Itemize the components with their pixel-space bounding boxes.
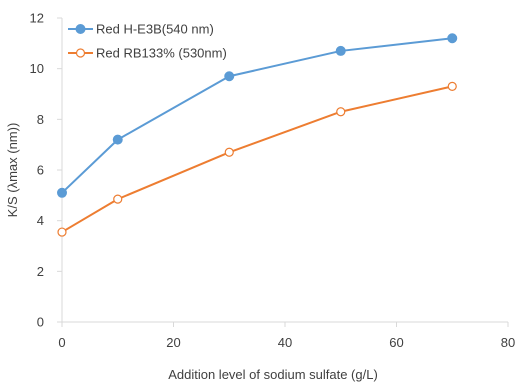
- legend-label-series-1: Red H-E3B(540 nm): [96, 22, 214, 37]
- y-tick-label: 4: [37, 213, 44, 228]
- y-tick-label: 12: [30, 11, 44, 26]
- legend-item-series-1: Red H-E3B(540 nm): [68, 22, 214, 37]
- series-2-line: [61, 85, 453, 233]
- series-1-point: [335, 45, 346, 56]
- series-1-point: [112, 134, 123, 145]
- x-axis-ticks: 0 20 40 60 80: [58, 322, 515, 350]
- series-1-point: [57, 187, 67, 198]
- series-2: [57, 81, 457, 237]
- y-axis-ticks: 0 2 4 6 8 10 12: [30, 11, 62, 330]
- series-1-point: [224, 71, 235, 82]
- y-tick-label: 0: [37, 315, 44, 330]
- legend-marker-series-1: [75, 24, 86, 34]
- series-layer: [57, 33, 458, 237]
- x-tick-label: 0: [58, 335, 65, 350]
- x-tick-label: 20: [166, 335, 180, 350]
- x-tick-label: 40: [278, 335, 292, 350]
- series-2-point: [447, 81, 457, 92]
- y-tick-label: 2: [37, 264, 44, 279]
- plot-area: 0 2 4 6 8 10 12 0 20 40 60 80: [30, 11, 516, 351]
- y-tick-label: 6: [37, 163, 44, 178]
- series-1-point: [447, 33, 458, 44]
- y-tick-label: 8: [37, 112, 44, 127]
- series-1-line: [61, 37, 453, 194]
- x-tick-label: 60: [389, 335, 403, 350]
- series-2-point: [224, 147, 234, 157]
- legend-item-series-2: Red RB133% (530nm): [68, 46, 227, 61]
- series-2-point: [336, 107, 346, 117]
- x-tick-label: 80: [501, 335, 515, 350]
- y-axis-title: K/S (λmax (nm)): [5, 123, 20, 218]
- legend: Red H-E3B(540 nm) Red RB133% (530nm): [68, 22, 227, 61]
- series-1: [57, 33, 458, 198]
- series-2-point: [113, 194, 123, 204]
- x-axis-title: Addition level of sodium sulfate (g/L): [168, 367, 378, 382]
- legend-marker-series-2: [75, 48, 86, 58]
- legend-label-series-2: Red RB133% (530nm): [96, 46, 227, 61]
- series-2-point: [57, 227, 67, 237]
- y-tick-label: 10: [30, 61, 44, 76]
